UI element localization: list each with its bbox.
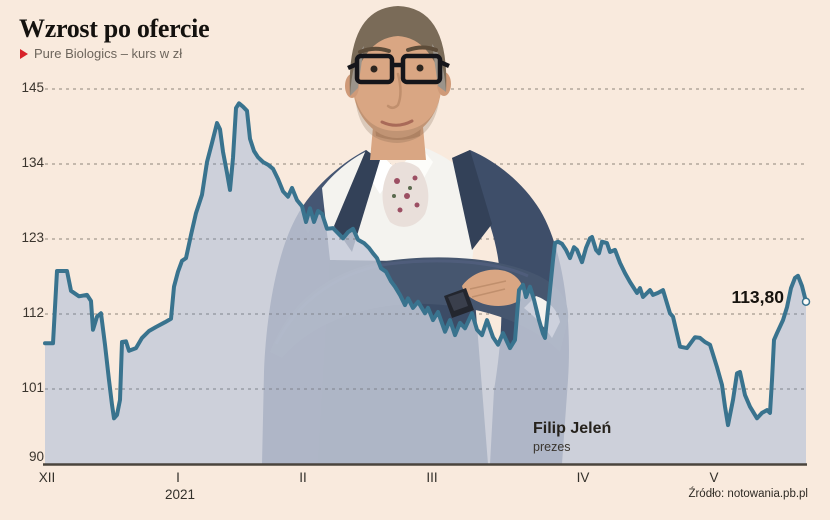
person-role: prezes (533, 440, 571, 454)
x-axis-label: I (176, 470, 180, 485)
x-axis-label: IV (576, 470, 590, 485)
last-value-label: 113,80 (731, 287, 784, 307)
series-legend: Pure Biologics – kurs w zł (20, 46, 182, 61)
y-axis-label: 112 (22, 305, 44, 320)
last-point-dot (801, 297, 811, 306)
red-triangle-icon (20, 48, 28, 59)
x-axis-label: XII (38, 470, 56, 485)
x-axis-label: III (426, 470, 438, 485)
series-label: Pure Biologics – kurs w zł (34, 46, 183, 61)
y-axis-label: 134 (21, 155, 44, 170)
y-axis-label: 101 (21, 380, 44, 395)
page-title: Wzrost po ofercie (19, 14, 210, 43)
year-label: 2021 (164, 487, 196, 502)
source-credit: Źródło: notowania.pb.pl (688, 488, 808, 500)
y-axis-label: 123 (21, 230, 44, 245)
person-name: Filip Jeleń (533, 420, 612, 437)
y-axis-label: 90 (28, 449, 44, 464)
y-axis-label: 145 (21, 80, 44, 95)
area-fill (45, 103, 806, 465)
x-axis-label: V (709, 470, 719, 485)
x-axis-label: II (299, 470, 307, 485)
price-line (43, 101, 808, 428)
glasses-icon (347, 53, 450, 85)
